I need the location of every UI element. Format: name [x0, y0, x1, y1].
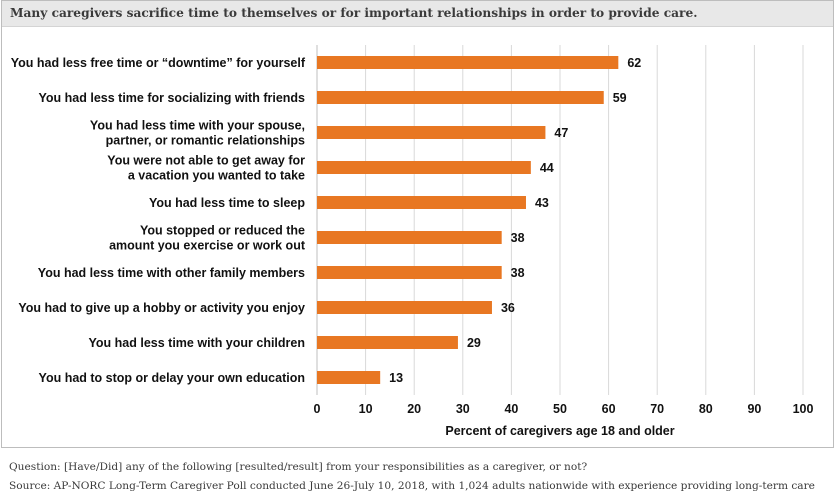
bar [317, 301, 492, 314]
value-label: 36 [501, 301, 515, 315]
x-tick-label: 0 [314, 402, 321, 416]
category-label: You had less time with your children [89, 336, 305, 350]
bar [317, 196, 526, 209]
category-label: You had less time for socializing with f… [39, 91, 306, 105]
bar [317, 266, 502, 279]
title-bar: Many caregivers sacrifice time to themse… [2, 1, 833, 27]
category-label: You had to stop or delay your own educat… [39, 371, 305, 385]
x-tick-label: 20 [407, 402, 421, 416]
value-label: 38 [511, 231, 525, 245]
chart-title: Many caregivers sacrifice time to themse… [10, 6, 698, 20]
category-label: You had less time to sleep [149, 196, 305, 210]
x-tick-label: 80 [699, 402, 713, 416]
category-label: You were not able to get away for [107, 154, 305, 168]
source-note: Source: AP-NORC Long-Term Caregiver Poll… [9, 480, 815, 492]
value-label: 62 [627, 56, 641, 70]
category-label: You had less time with your spouse, [90, 119, 305, 133]
bar-chart: 0 10 20 30 40 50 60 70 80 90 100 62 You had less fre… [11, 45, 814, 438]
x-tick-label: 40 [504, 402, 518, 416]
value-label: 29 [467, 336, 481, 350]
category-label: amount you exercise or work out [109, 239, 306, 253]
value-label: 38 [511, 266, 525, 280]
value-label: 43 [535, 196, 549, 210]
chart-panel: Many caregivers sacrifice time to themse… [1, 0, 834, 448]
x-tick-label: 30 [456, 402, 470, 416]
value-label: 47 [554, 126, 568, 140]
bar [317, 231, 502, 244]
value-label: 44 [540, 161, 554, 175]
bar [317, 161, 531, 174]
x-tick-label: 70 [650, 402, 664, 416]
category-label: You had less free time or “downtime” for… [11, 56, 306, 70]
value-label: 59 [613, 91, 627, 105]
x-tick-label: 60 [602, 402, 616, 416]
bar [317, 336, 458, 349]
category-label: partner, or romantic relationships [106, 134, 305, 148]
bar [317, 91, 604, 104]
category-label: a vacation you wanted to take [128, 169, 305, 183]
bar [317, 56, 619, 69]
value-label: 13 [389, 371, 403, 385]
category-label: You had less time with other family memb… [38, 266, 305, 280]
x-tick-label: 90 [747, 402, 761, 416]
x-tick-label: 50 [553, 402, 567, 416]
bar [317, 371, 381, 384]
category-label: You had to give up a hobby or activity y… [18, 301, 305, 315]
x-tick-label: 100 [793, 402, 814, 416]
bar [317, 126, 546, 139]
category-label: You stopped or reduced the [140, 224, 305, 238]
question-note: Question: [Have/Did] any of the followin… [9, 461, 588, 473]
x-axis-title: Percent of caregivers age 18 and older [445, 424, 674, 438]
x-tick-label: 10 [359, 402, 373, 416]
